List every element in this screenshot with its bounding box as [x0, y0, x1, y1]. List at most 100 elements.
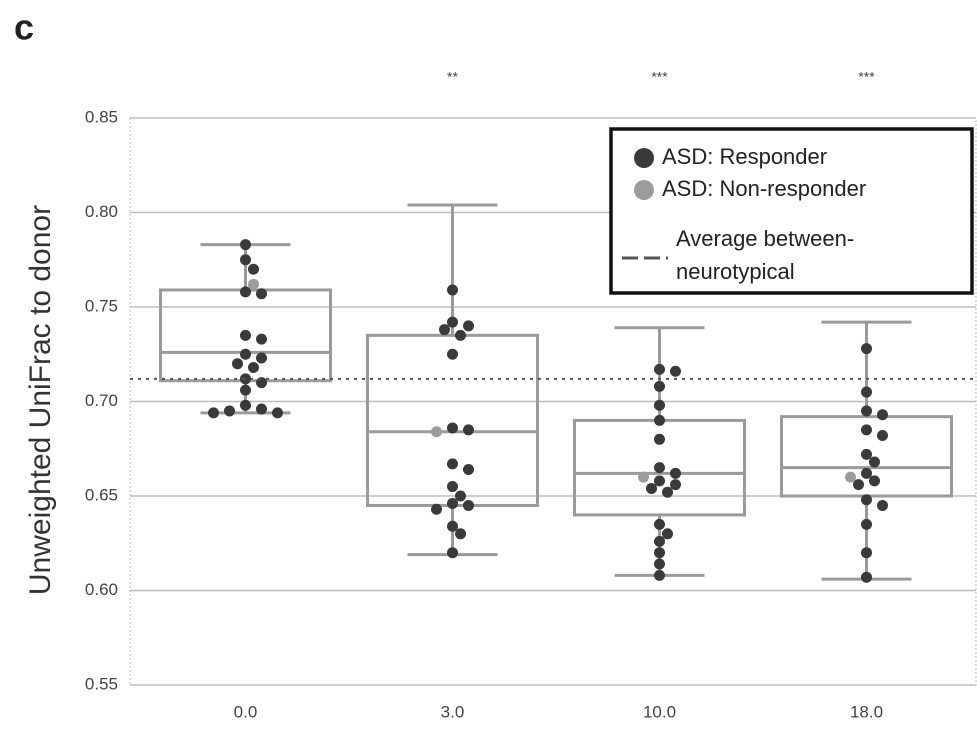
data-point — [861, 343, 872, 355]
data-point — [208, 407, 219, 419]
data-point — [431, 426, 442, 438]
data-point — [240, 399, 251, 411]
data-point — [861, 547, 872, 559]
legend-marker — [634, 148, 654, 168]
data-point — [447, 348, 458, 360]
data-point — [877, 409, 888, 421]
data-point — [224, 405, 235, 417]
legend-box — [609, 127, 974, 295]
data-point — [240, 286, 251, 298]
x-tick-label: 3.0 — [441, 702, 465, 721]
data-point — [654, 535, 665, 547]
data-point — [256, 403, 267, 415]
box — [366, 333, 539, 507]
data-point — [654, 475, 665, 487]
data-point — [256, 333, 267, 345]
data-point — [662, 528, 673, 540]
legend-label: ASD: Responder — [662, 144, 827, 169]
data-point — [248, 263, 259, 275]
data-point — [431, 503, 442, 515]
data-point — [861, 448, 872, 460]
data-point — [248, 361, 259, 373]
data-point — [447, 547, 458, 559]
data-point — [646, 482, 657, 494]
y-tick-label: 0.70 — [85, 391, 118, 410]
data-point — [463, 499, 474, 511]
data-point — [638, 471, 649, 483]
data-point — [861, 405, 872, 417]
data-point — [240, 239, 251, 251]
data-point — [272, 407, 283, 419]
y-axis-label: Unweighted UniFrac to donor — [24, 205, 57, 595]
data-point — [654, 414, 665, 426]
data-point — [654, 363, 665, 375]
data-point — [256, 377, 267, 389]
data-point — [240, 373, 251, 385]
data-point — [654, 518, 665, 530]
y-tick-label: 0.80 — [85, 202, 118, 221]
data-point — [670, 467, 681, 479]
data-point — [455, 528, 466, 540]
y-tick-label: 0.85 — [85, 107, 118, 126]
data-point — [240, 348, 251, 360]
legend-label: ASD: Non-responder — [662, 176, 866, 201]
significance-label: *** — [858, 69, 875, 85]
data-point — [654, 547, 665, 559]
data-point — [861, 494, 872, 506]
y-tick-label: 0.60 — [85, 580, 118, 599]
data-point — [455, 329, 466, 341]
data-point — [455, 490, 466, 502]
x-tick-label: 0.0 — [234, 702, 258, 721]
data-point — [447, 316, 458, 328]
data-point — [240, 329, 251, 341]
data-point — [861, 518, 872, 530]
data-point — [654, 462, 665, 474]
data-point — [861, 424, 872, 436]
data-point — [654, 380, 665, 392]
data-point — [447, 422, 458, 434]
data-point — [447, 458, 458, 470]
x-tick-label: 10.0 — [643, 702, 676, 721]
data-point — [654, 433, 665, 445]
data-point — [248, 278, 259, 290]
data-point — [232, 358, 243, 370]
data-point — [463, 464, 474, 476]
legend-marker — [634, 180, 654, 200]
data-point — [861, 571, 872, 583]
significance-label: ** — [447, 69, 458, 85]
data-point — [654, 399, 665, 411]
data-point — [240, 254, 251, 266]
data-point — [240, 384, 251, 396]
legend-label: Average between- — [676, 226, 854, 251]
data-point — [662, 486, 673, 498]
data-point — [869, 475, 880, 487]
data-point — [463, 320, 474, 332]
y-tick-label: 0.55 — [85, 674, 118, 693]
y-tick-label: 0.75 — [85, 296, 118, 315]
data-point — [861, 467, 872, 479]
data-point — [447, 520, 458, 532]
x-tick-label: 18.0 — [850, 702, 883, 721]
legend-label: neurotypical — [676, 259, 795, 284]
data-point — [877, 430, 888, 442]
data-point — [463, 424, 474, 436]
data-point — [845, 471, 856, 483]
significance-label: *** — [651, 69, 668, 85]
data-point — [670, 365, 681, 377]
data-point — [654, 558, 665, 570]
data-point — [447, 284, 458, 296]
y-tick-label: 0.65 — [85, 485, 118, 504]
data-point — [877, 499, 888, 511]
data-point — [447, 498, 458, 510]
data-point — [256, 288, 267, 300]
data-point — [256, 352, 267, 364]
data-point — [670, 479, 681, 491]
data-point — [447, 481, 458, 493]
data-point — [869, 456, 880, 468]
data-point — [654, 569, 665, 581]
data-point — [861, 386, 872, 398]
data-point — [853, 479, 864, 491]
data-point — [439, 324, 450, 336]
